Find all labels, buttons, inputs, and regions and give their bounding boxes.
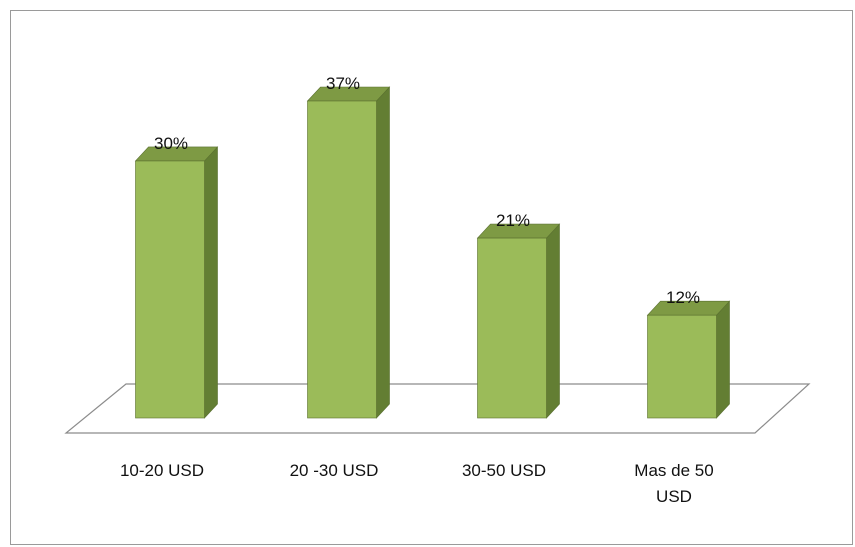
value-labels-layer: 30% 37% 21% 12% <box>154 74 700 307</box>
bar-front-face <box>477 237 547 419</box>
bar-1 <box>134 146 219 419</box>
bar-side-face <box>376 86 390 419</box>
chart-frame: 30% 37% 21% 12% 10-20 USD 20 -30 USD 30-50 US… <box>10 10 853 545</box>
bar-side-face <box>546 223 560 419</box>
bar-front-face <box>135 160 205 419</box>
value-label-1: 30% <box>154 134 188 153</box>
category-labels-layer: 10-20 USD 20 -30 USD 30-50 USD Mas de 50 USD <box>120 461 714 506</box>
bar-front-face <box>647 314 717 419</box>
bar-side-face <box>716 300 730 419</box>
bar-4 <box>646 300 731 419</box>
bar-2 <box>306 86 391 419</box>
value-label-3: 21% <box>496 211 530 230</box>
bar-side-face <box>204 146 218 419</box>
category-label-2: 20 -30 USD <box>290 461 379 480</box>
bar-front-face <box>307 100 377 419</box>
bar-chart: 30% 37% 21% 12% 10-20 USD 20 -30 USD 30-50 US… <box>64 74 811 506</box>
category-label-3: 30-50 USD <box>462 461 546 480</box>
bar-3 <box>476 223 561 419</box>
category-label-4: Mas de 50 USD <box>634 461 713 506</box>
chart-floor <box>64 383 811 434</box>
value-label-4: 12% <box>666 288 700 307</box>
bars-layer <box>134 86 731 419</box>
value-label-2: 37% <box>326 74 360 93</box>
category-label-1: 10-20 USD <box>120 461 204 480</box>
